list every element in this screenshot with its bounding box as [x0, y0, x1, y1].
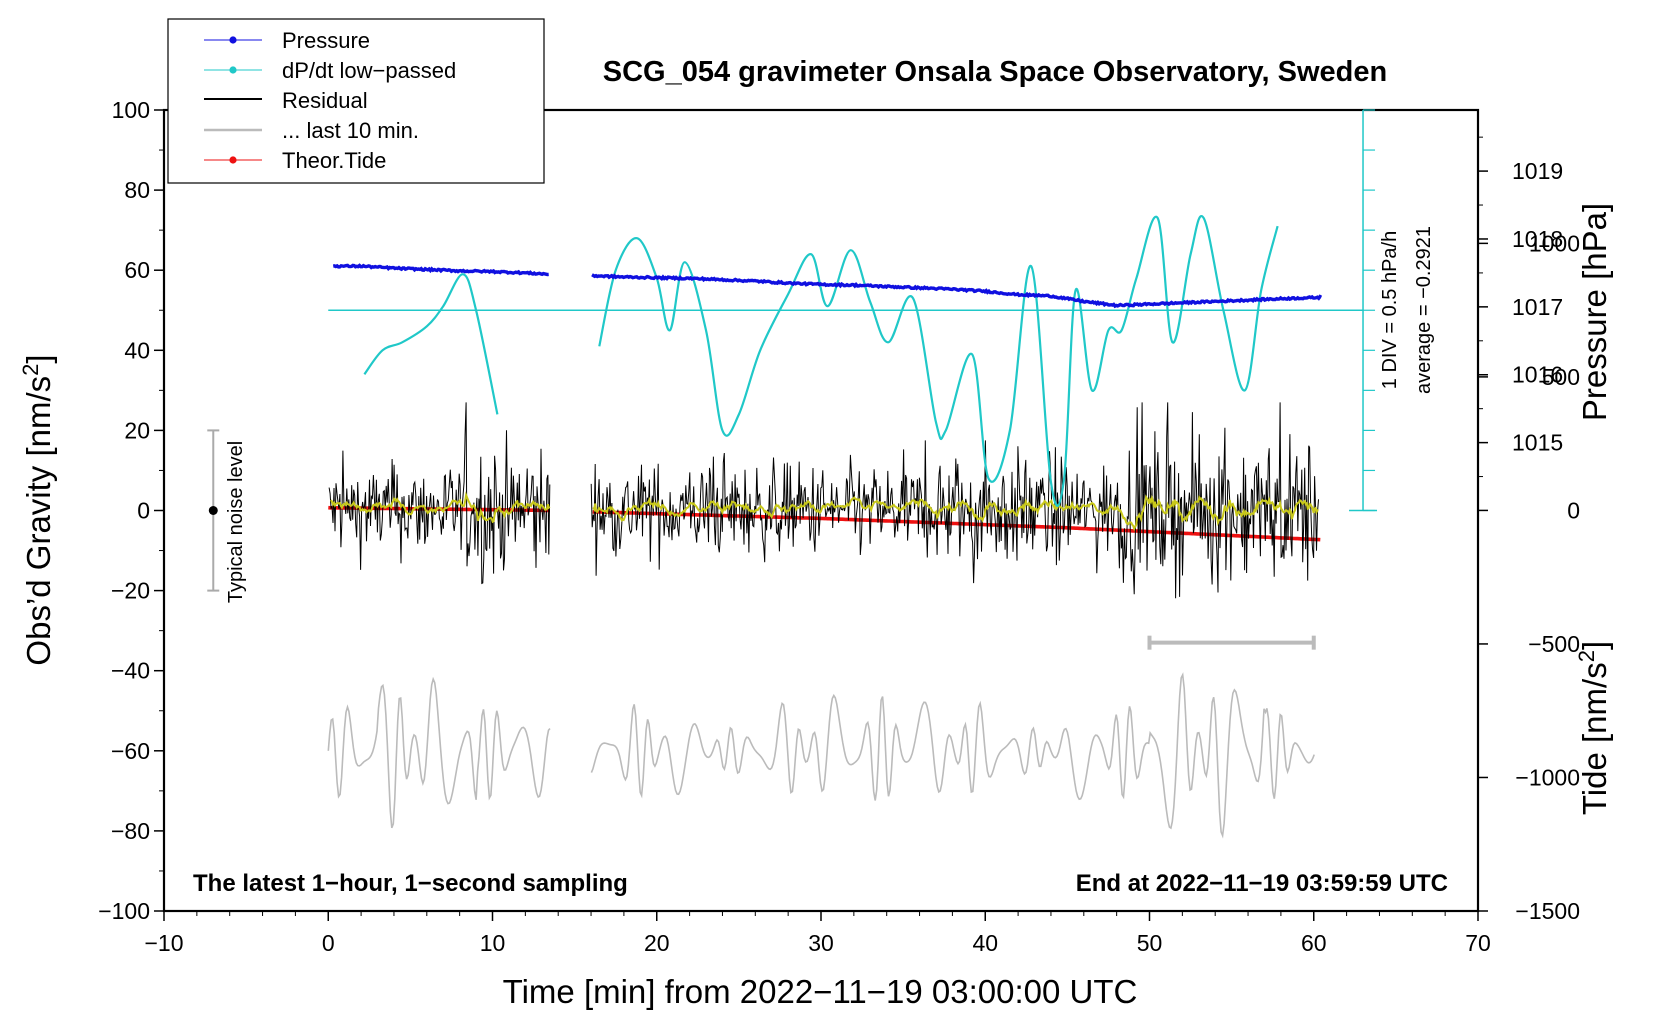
y-tick-label: 40 — [124, 337, 150, 363]
tide-tick-label: 0 — [1567, 497, 1580, 523]
average-label: average = −0.2921 — [1413, 226, 1435, 394]
x-tick-label: 0 — [322, 930, 335, 956]
pressure-tick-label: 1017 — [1512, 294, 1563, 320]
tide-tick-label: −500 — [1528, 631, 1580, 657]
footer-left-text: The latest 1−hour, 1−second sampling — [193, 870, 628, 897]
pressure-tick-label: 1018 — [1512, 226, 1563, 252]
legend: Pressure dP/dt low−passed Residual ... l… — [167, 18, 545, 184]
y-axis-title-left: Obs’d Gravity [nm/s2] — [18, 354, 58, 665]
residual-smoothed-series — [330, 491, 1319, 532]
legend-item-residual: Residual — [204, 88, 368, 113]
x-tick-label: 60 — [1301, 930, 1327, 956]
y-tick-label: −80 — [111, 818, 150, 844]
legend-box — [167, 18, 545, 184]
y-tick-label: 100 — [112, 97, 150, 123]
y-tick-label: 60 — [124, 257, 150, 283]
y-tick-label: −40 — [111, 658, 150, 684]
tide-tick-label: −1500 — [1515, 898, 1580, 924]
y-tick-label: 80 — [124, 177, 150, 203]
x-tick-label: 30 — [808, 930, 834, 956]
pressure-tick-label: 1015 — [1512, 430, 1563, 456]
y-tick-label: −20 — [111, 578, 150, 604]
y-axis-title-tide: Tide [nm/s2] — [1574, 641, 1614, 815]
legend-label-residual: Residual — [282, 88, 368, 113]
y-tick-label: 0 — [137, 498, 150, 524]
x-tick-label: 40 — [972, 930, 998, 956]
y-axis-title-pressure: Pressure [hPa] — [1576, 203, 1613, 421]
dpdt-series-segment — [363, 273, 499, 415]
legend-item-last10: ... last 10 min. — [204, 118, 419, 143]
y-tick-label: −60 — [111, 738, 150, 764]
pressure-tick-label: 1019 — [1512, 158, 1563, 184]
legend-label-last10: ... last 10 min. — [282, 118, 419, 143]
x-tick-label: −10 — [144, 930, 183, 956]
legend-item-tide: Theor.Tide — [204, 148, 386, 173]
chart-title: SCG_054 gravimeter Onsala Space Observat… — [603, 56, 1387, 88]
dpdt-series-segment — [598, 215, 1279, 507]
x-tick-label: 10 — [480, 930, 506, 956]
div-label: 1 DIV = 0.5 hPa/h — [1379, 231, 1401, 389]
y-tick-label: −100 — [98, 898, 150, 924]
residual-series — [328, 402, 1319, 599]
noise-bar-center-dot — [208, 506, 218, 515]
legend-item-pressure: Pressure — [204, 28, 370, 53]
x-tick-label: 50 — [1137, 930, 1163, 956]
last10-series — [327, 672, 1315, 839]
legend-item-dpdt: dP/dt low−passed — [204, 58, 456, 83]
footer-right-text: End at 2022−11−19 03:59:59 UTC — [1076, 870, 1448, 897]
legend-label-pressure: Pressure — [282, 28, 370, 53]
pressure-tick-label: 1016 — [1512, 362, 1563, 388]
y-tick-label: 20 — [124, 417, 150, 443]
tide-tick-label: 500 — [1542, 364, 1580, 390]
legend-label-dpdt: dP/dt low−passed — [282, 58, 456, 83]
tide-tick-label: 1000 — [1529, 230, 1580, 256]
x-tick-label: 20 — [644, 930, 670, 956]
legend-label-tide: Theor.Tide — [282, 148, 386, 173]
x-axis-title: Time [min] from 2022−11−19 03:00:00 UTC — [503, 973, 1138, 1010]
pressure-series — [332, 263, 1323, 309]
x-tick-label: 70 — [1465, 930, 1491, 956]
noise-level-label: Typical noise level — [225, 441, 247, 603]
tide-tick-label: −1000 — [1515, 764, 1580, 790]
